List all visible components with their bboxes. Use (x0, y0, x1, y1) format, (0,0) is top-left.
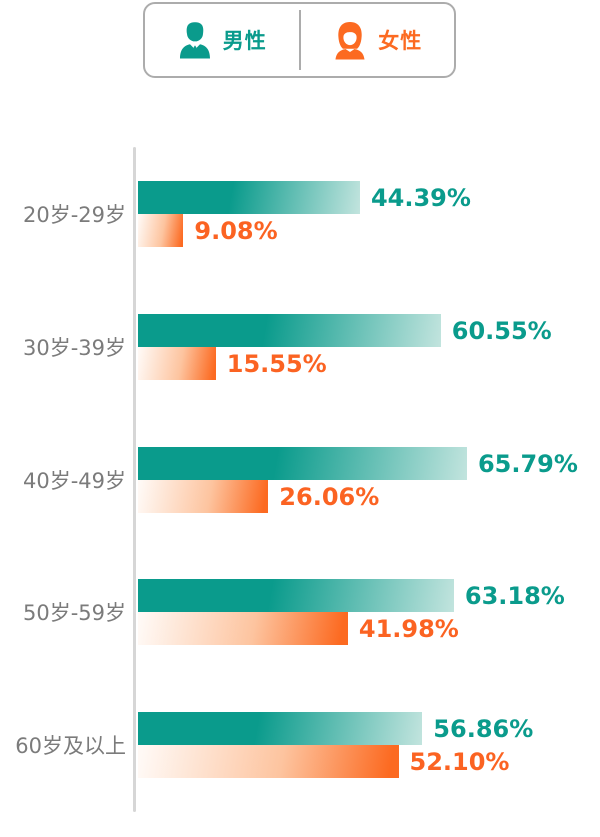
female-value-label: 26.06% (279, 482, 380, 511)
legend-divider (298, 10, 301, 70)
male-value-label: 56.86% (433, 714, 534, 743)
male-bar-row: 65.79% (138, 447, 578, 480)
category-label: 20岁-29岁 (22, 203, 126, 227)
female-bar-row: 15.55% (138, 347, 552, 380)
legend-label-female: 女性 (378, 29, 423, 53)
male-value-label: 65.79% (477, 449, 578, 478)
female-person-icon (335, 22, 365, 60)
bar-pair: 44.39% 9.08% (138, 181, 471, 247)
age-group-row: 60岁及以上 56.86% 52.10% (0, 712, 600, 778)
male-bar-row: 44.39% (138, 181, 471, 214)
male-bar-row: 56.86% (138, 712, 533, 745)
female-bar-row: 26.06% (138, 480, 578, 513)
female-bar-row: 41.98% (138, 612, 565, 645)
y-axis-line (133, 147, 136, 812)
category-label: 60岁及以上 (15, 734, 126, 758)
male-bar[interactable] (138, 579, 454, 612)
age-group-row: 20岁-29岁 44.39% 9.08% (0, 181, 600, 247)
age-group-row: 40岁-49岁 65.79% 26.06% (0, 447, 600, 513)
female-value-label: 9.08% (194, 216, 278, 245)
female-bar[interactable] (138, 347, 216, 380)
bar-pair: 60.55% 15.55% (138, 314, 552, 380)
male-value-label: 63.18% (464, 581, 565, 610)
age-group-row: 50岁-59岁 63.18% 41.98% (0, 579, 600, 645)
category-label: 50岁-59岁 (22, 601, 126, 625)
female-value-label: 15.55% (226, 349, 327, 378)
female-bar-row: 52.10% (138, 745, 533, 778)
legend-item-female[interactable]: 女性 (301, 4, 455, 76)
female-bar[interactable] (138, 745, 399, 778)
female-value-label: 41.98% (358, 614, 459, 643)
bar-pair: 65.79% 26.06% (138, 447, 578, 513)
legend-label-male: 男性 (222, 29, 267, 53)
female-bar[interactable] (138, 612, 348, 645)
male-bar[interactable] (138, 712, 423, 745)
legend: 男性 女性 (143, 2, 456, 78)
legend-item-male[interactable]: 男性 (145, 4, 299, 76)
male-bar-row: 60.55% (138, 314, 552, 347)
female-bar[interactable] (138, 480, 269, 513)
category-label: 30岁-39岁 (22, 336, 126, 360)
male-bar[interactable] (138, 447, 467, 480)
male-value-label: 60.55% (451, 316, 552, 345)
male-bar[interactable] (138, 314, 441, 347)
male-bar[interactable] (138, 181, 360, 214)
bar-pair: 63.18% 41.98% (138, 579, 565, 645)
male-value-label: 44.39% (370, 183, 471, 212)
age-group-row: 30岁-39岁 60.55% 15.55% (0, 314, 600, 380)
bar-pair: 56.86% 52.10% (138, 712, 533, 778)
female-bar[interactable] (138, 214, 184, 247)
male-bar-row: 63.18% (138, 579, 565, 612)
category-label: 40岁-49岁 (22, 469, 126, 493)
female-bar-row: 9.08% (138, 214, 471, 247)
female-value-label: 52.10% (409, 747, 510, 776)
male-person-icon (179, 22, 210, 59)
